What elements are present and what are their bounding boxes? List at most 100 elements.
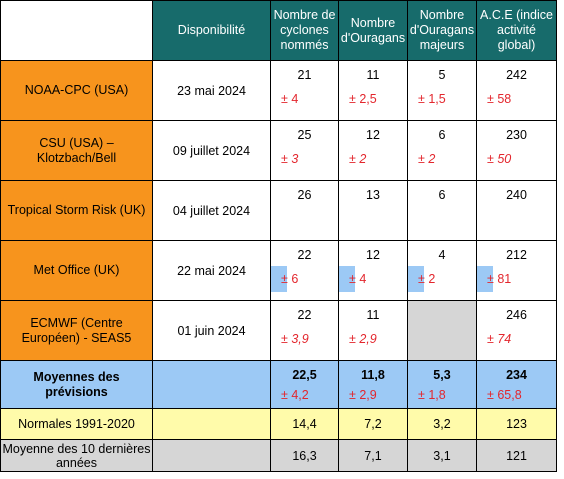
ace-cell: 246 ± 74: [476, 300, 557, 361]
last10-major: 3,1: [407, 439, 477, 472]
header-blank-cell: [0, 0, 153, 61]
ace-error-text: ± 81: [487, 272, 512, 286]
cyclones-error: ± 3,9: [281, 332, 309, 346]
forecast-table: Disponibilité Nombre de cyclones nommés …: [0, 0, 557, 472]
cyclones-cell: 25 ± 3: [270, 120, 339, 181]
ace-value: 230: [506, 128, 527, 142]
normals-hurricanes: 7,2: [338, 408, 408, 440]
normals-cyclones: 14,4: [270, 408, 339, 440]
hurricanes-value: 13: [366, 188, 380, 202]
cyclones-value: 22: [297, 308, 312, 322]
hurricanes-value: 11: [366, 308, 380, 322]
ace-value: 240: [506, 188, 527, 202]
average-hurricanes-value: 11,8: [361, 368, 385, 382]
table-row: Met Office (UK) 22 mai 2024 22 ± 6 12 ± 4 …: [0, 240, 557, 301]
cyclones-cell: 22 ± 6: [270, 240, 339, 301]
highlight-marker: [408, 266, 424, 292]
cyclones-cell: 26: [270, 180, 339, 241]
average-major-error: ± 1,8: [418, 388, 446, 402]
ace-value: 212: [506, 248, 527, 262]
major-cell: 6 ± 2: [407, 120, 477, 181]
ace-error: ± 50: [487, 152, 512, 166]
cyclones-cell: 22 ± 3,9: [270, 300, 339, 361]
hurricanes-cell: 12 ± 2: [338, 120, 408, 181]
org-name: ECMWF (Centre Européen) - SEAS5: [0, 300, 153, 361]
major-value: 6: [438, 128, 446, 142]
ace-cell: 242 ± 58: [476, 60, 557, 121]
table-row: NOAA-CPC (USA) 23 mai 2024 21 ± 4 11 ± 2,5…: [0, 60, 557, 121]
average-hurricanes: 11,8 ± 2,9: [338, 360, 408, 409]
average-row: Moyennes des prévisions 22,5 ± 4,2 11,8 ± …: [0, 360, 557, 409]
org-name: Met Office (UK): [0, 240, 153, 301]
hurricanes-cell: 11 ± 2,5: [338, 60, 408, 121]
major-value: 5: [438, 68, 446, 82]
major-cell: 5 ± 1,5: [407, 60, 477, 121]
cyclones-value: 21: [297, 68, 312, 82]
major-cell: 4 ± 2: [407, 240, 477, 301]
ace-cell: 240: [476, 180, 557, 241]
average-major: 5,3 ± 1,8: [407, 360, 477, 409]
last10-label: Moyenne des 10 dernières années: [0, 439, 153, 472]
hurricanes-error: ± 2,5: [349, 92, 377, 106]
highlight-marker: [339, 266, 355, 292]
ace-error: ± 74: [487, 332, 512, 346]
average-hurricanes-error: ± 2,9: [349, 388, 377, 402]
highlight-marker: [477, 266, 493, 292]
table-row: ECMWF (Centre Européen) - SEAS5 01 juin …: [0, 300, 557, 361]
last10-blank: [152, 439, 271, 472]
availability-date: 09 juillet 2024: [152, 120, 271, 181]
normals-row: Normales 1991-2020 14,4 7,2 3,2 123: [0, 408, 557, 440]
average-ace-error: ± 65,8: [487, 388, 522, 402]
hurricanes-error-text: ± 4: [349, 272, 367, 286]
header-hurricanes: Nombre d'Ouragans: [338, 0, 408, 61]
availability-date: 23 mai 2024: [152, 60, 271, 121]
cyclones-cell: 21 ± 4: [270, 60, 339, 121]
hurricanes-cell: 11 ± 2,9: [338, 300, 408, 361]
availability-date: 22 mai 2024: [152, 240, 271, 301]
hurricanes-value: 11: [366, 68, 380, 82]
normals-ace: 123: [476, 408, 557, 440]
table-row: CSU (USA) – Klotzbach/Bell 09 juillet 20…: [0, 120, 557, 181]
normals-major: 3,2: [407, 408, 477, 440]
highlight-marker: [271, 266, 287, 292]
normals-label: Normales 1991-2020: [0, 408, 153, 440]
average-blank: [152, 360, 271, 409]
major-error-text: ± 2: [418, 272, 436, 286]
major-cell: 6: [407, 180, 477, 241]
org-name: Tropical Storm Risk (UK): [0, 180, 153, 241]
table-row: Tropical Storm Risk (UK) 04 juillet 2024…: [0, 180, 557, 241]
ace-value: 246: [506, 308, 527, 322]
major-cell-empty: [407, 300, 477, 361]
hurricanes-cell: 12 ± 4: [338, 240, 408, 301]
cyclones-error-text: ± 6: [281, 272, 299, 286]
average-ace: 234 ± 65,8: [476, 360, 557, 409]
average-ace-value: 234: [506, 368, 527, 382]
ace-cell: 212 ± 81: [476, 240, 557, 301]
cyclones-error: ± 6: [271, 266, 338, 292]
header-major-hurricanes: Nombre d'Ouragans majeurs: [407, 0, 477, 61]
org-name: CSU (USA) – Klotzbach/Bell: [0, 120, 153, 181]
last10-cyclones: 16,3: [270, 439, 339, 472]
average-cyclones: 22,5 ± 4,2: [270, 360, 339, 409]
hurricanes-error: ± 2: [349, 152, 367, 166]
major-value: 6: [438, 188, 446, 202]
ace-error: ± 58: [487, 92, 512, 106]
hurricanes-error: ± 2,9: [349, 332, 377, 346]
major-error: ± 2: [408, 266, 476, 292]
average-cyclones-value: 22,5: [292, 368, 317, 382]
normals-blank: [152, 408, 271, 440]
ace-cell: 230 ± 50: [476, 120, 557, 181]
org-name: NOAA-CPC (USA): [0, 60, 153, 121]
cyclones-error: ± 4: [281, 92, 299, 106]
ace-error: ± 81: [477, 266, 556, 292]
ace-value: 242: [506, 68, 527, 82]
cyclones-error: ± 3: [281, 152, 299, 166]
average-cyclones-error: ± 4,2: [281, 388, 309, 402]
availability-date: 01 juin 2024: [152, 300, 271, 361]
availability-date: 04 juillet 2024: [152, 180, 271, 241]
average-major-value: 5,3: [433, 368, 451, 382]
major-value: 4: [438, 248, 446, 262]
header-named-cyclones: Nombre de cyclones nommés: [270, 0, 339, 61]
hurricanes-value: 12: [366, 128, 380, 142]
major-error: ± 2: [418, 152, 436, 166]
